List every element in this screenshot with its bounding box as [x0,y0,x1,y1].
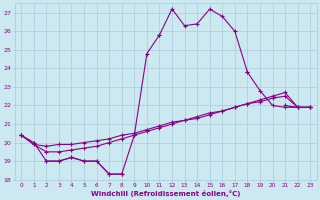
X-axis label: Windchill (Refroidissement éolien,°C): Windchill (Refroidissement éolien,°C) [91,190,240,197]
